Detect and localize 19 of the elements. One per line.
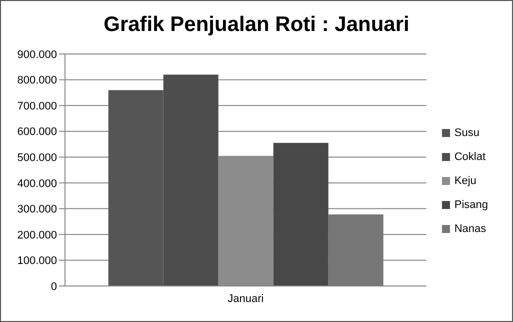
legend-label: Keju	[454, 175, 476, 187]
bar	[328, 214, 384, 286]
y-tick-label: 200.000	[17, 229, 57, 242]
y-tick-label: 600.000	[17, 126, 57, 138]
legend-label: Pisang	[454, 199, 488, 211]
legend-label: Coklat	[454, 151, 486, 163]
y-tick-label: 100.000	[17, 255, 57, 268]
y-tick-label: 900.000	[17, 48, 57, 61]
y-tick-label: 0	[50, 280, 57, 293]
y-tick-label: 700.000	[17, 100, 57, 112]
legend-label: Susu	[454, 127, 480, 139]
legend-label: Nanas	[454, 223, 486, 235]
bar	[273, 142, 328, 286]
chart-title: Grafik Penjualan Roti : Januari	[102, 13, 410, 37]
x-tick-label: Januari	[228, 292, 264, 305]
y-tick-label: 500.000	[17, 152, 57, 164]
y-tick-label: 400.000	[17, 178, 57, 190]
y-tick-label: 800.000	[17, 74, 57, 87]
y-tick-label: 300.000	[17, 204, 57, 216]
